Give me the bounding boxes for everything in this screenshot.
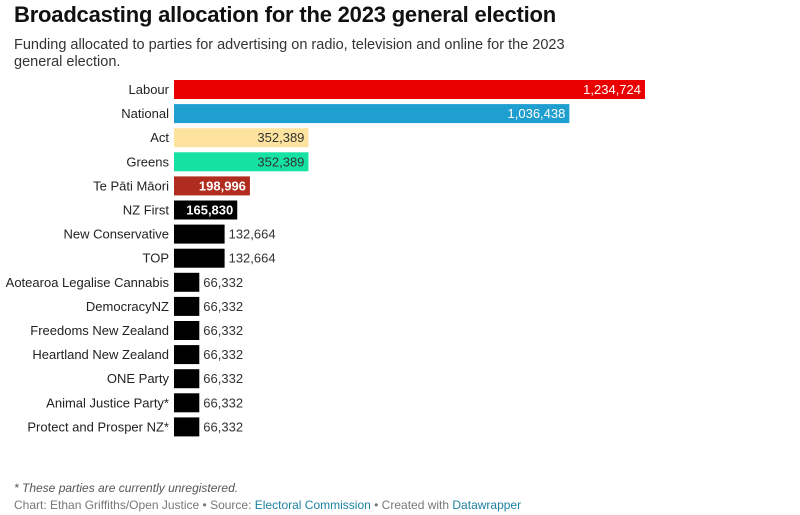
bar-nz-first (174, 200, 238, 220)
bar-greens (174, 152, 309, 172)
category-label-aotearoa-legalise-cannabis: Aotearoa Legalise Cannabis (6, 275, 170, 290)
bar-labour (174, 80, 645, 99)
bar-animal-justice-party (174, 393, 200, 413)
category-label-act: Act (150, 130, 169, 145)
bar-te-p-ti-m-ori (174, 176, 250, 196)
category-label-heartland-new-zealand: Heartland New Zealand (32, 347, 169, 362)
bar-top (174, 248, 225, 268)
category-label-one-party: ONE Party (107, 371, 170, 386)
chart-title: Broadcasting allocation for the 2023 gen… (14, 2, 556, 27)
category-label-animal-justice-party: Animal Justice Party* (46, 395, 169, 410)
value-label-te-p-ti-m-ori: 198,996 (199, 178, 246, 193)
bar-one-party (174, 369, 200, 389)
category-label-labour: Labour (129, 82, 170, 97)
category-label-new-conservative: New Conservative (64, 227, 170, 242)
category-label-democracynz: DemocracyNZ (86, 299, 169, 314)
footnote: * These parties are currently unregister… (14, 481, 239, 495)
tool-separator: • Created with (370, 498, 453, 512)
datawrapper-link[interactable]: Datawrapper (452, 498, 522, 512)
bar-protect-and-prosper-nz (174, 417, 200, 437)
value-label-act: 352,389 (257, 130, 304, 145)
bar-heartland-new-zealand (174, 345, 200, 365)
value-label-freedoms-new-zealand: 66,332 (203, 323, 243, 338)
value-label-nz-first: 165,830 (186, 203, 233, 218)
bar-new-conservative (174, 224, 225, 244)
value-label-one-party: 66,332 (203, 371, 243, 386)
chart-footer: Chart: Ethan Griffiths/Open Justice • So… (14, 498, 521, 512)
value-label-heartland-new-zealand: 66,332 (203, 347, 243, 362)
value-label-democracynz: 66,332 (203, 299, 243, 314)
category-label-greens: Greens (126, 154, 169, 169)
value-label-top: 132,664 (229, 251, 276, 266)
bar-act (174, 128, 309, 148)
category-label-national: National (121, 106, 169, 121)
value-label-protect-and-prosper-nz: 66,332 (203, 419, 243, 434)
bar-democracynz (174, 296, 200, 316)
category-label-top: TOP (143, 251, 170, 266)
value-label-labour: 1,234,724 (583, 82, 641, 97)
value-label-national: 1,036,438 (508, 106, 566, 121)
source-link[interactable]: Electoral Commission (254, 498, 371, 512)
value-label-aotearoa-legalise-cannabis: 66,332 (203, 275, 243, 290)
category-label-freedoms-new-zealand: Freedoms New Zealand (30, 323, 169, 338)
source-separator: • Source: (199, 498, 255, 512)
value-label-new-conservative: 132,664 (229, 227, 276, 242)
value-label-animal-justice-party: 66,332 (203, 395, 243, 410)
chart-credit: Chart: Ethan Griffiths/Open Justice (14, 498, 200, 512)
bar-national (174, 104, 570, 124)
bar-freedoms-new-zealand (174, 321, 200, 340)
bar-aotearoa-legalise-cannabis (174, 272, 200, 292)
chart-subtitle: Funding allocated to parties for adverti… (14, 37, 565, 70)
category-label-nz-first: NZ First (123, 203, 170, 218)
value-label-greens: 352,389 (257, 154, 304, 169)
bar-chart: Labour 1,234,724 National 1,036,438 Act 352,3… (6, 80, 645, 437)
category-label-te-p-ti-m-ori: Te Pāti Māori (93, 178, 169, 193)
category-label-protect-and-prosper-nz: Protect and Prosper NZ* (27, 419, 169, 434)
